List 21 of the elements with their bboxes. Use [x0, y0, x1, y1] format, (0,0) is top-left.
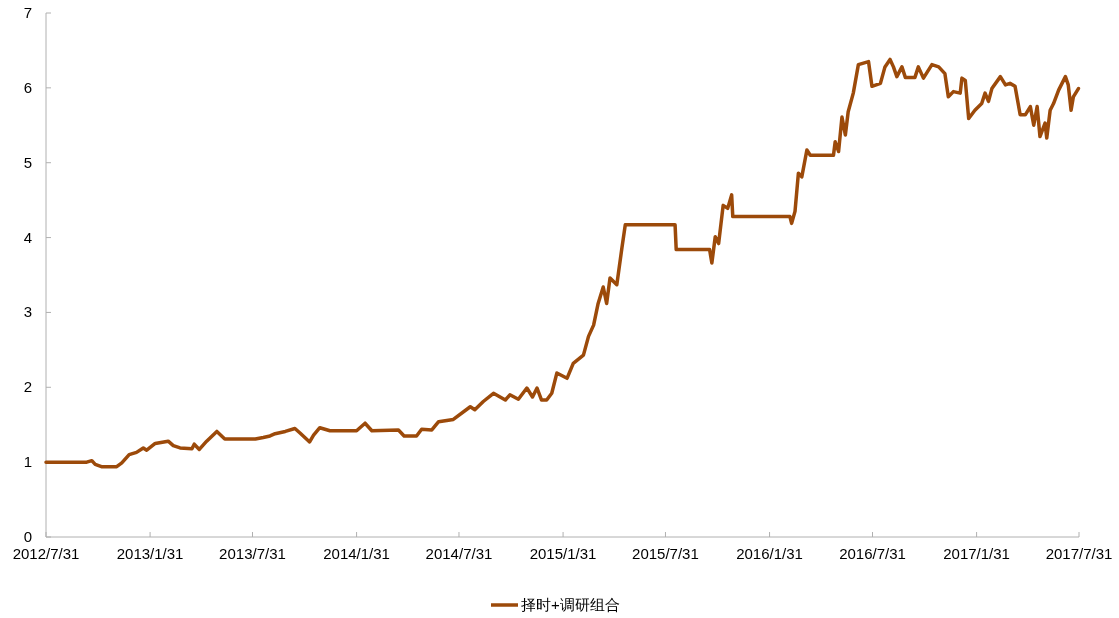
y-tick-label: 7 [23, 4, 32, 21]
line-series [44, 57, 1081, 469]
y-tick-label: 2 [23, 378, 32, 396]
y-tick-label: 1 [23, 453, 32, 471]
x-tick-label: 2013/1/31 [116, 545, 184, 562]
x-tick-label: 2012/7/31 [12, 545, 80, 562]
y-tick-label: 5 [23, 153, 32, 171]
x-tick-label: 2017/7/31 [1045, 545, 1113, 562]
x-tick-label: 2017/1/31 [943, 545, 1010, 562]
x-tick-label: 2016/7/31 [839, 545, 906, 562]
y-tick-label: 4 [23, 228, 32, 246]
x-tick-label: 2015/1/31 [529, 545, 597, 562]
x-tick-label: 2014/1/31 [323, 545, 390, 562]
legend-label: 择时+调研组合 [521, 596, 620, 613]
x-tick-label: 2013/7/31 [219, 545, 286, 562]
x-tick-label: 2014/7/31 [425, 545, 493, 562]
y-tick-label: 0 [23, 528, 32, 545]
y-tick-label: 3 [23, 303, 32, 321]
x-tick-label: 2016/1/31 [736, 545, 803, 562]
x-tick-label: 2015/7/31 [632, 545, 699, 562]
y-tick-label: 6 [23, 78, 32, 96]
